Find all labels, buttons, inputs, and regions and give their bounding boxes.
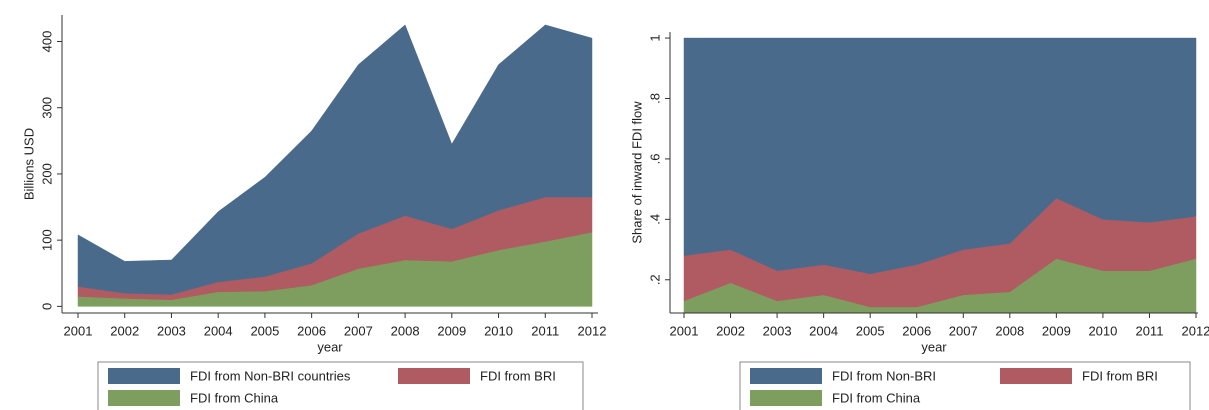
- x-tick-label: 2001: [670, 323, 699, 338]
- x-tick-label: 2007: [344, 323, 373, 338]
- y-tick-label: 300: [39, 97, 54, 119]
- x-tick-label: 2009: [1042, 323, 1071, 338]
- y-tick-label: 200: [39, 163, 54, 185]
- x-tick-label: 2009: [437, 323, 466, 338]
- y-tick-label: 100: [39, 229, 54, 251]
- y-tick-label: 1: [647, 34, 662, 41]
- x-tick-label: 2011: [1135, 323, 1163, 338]
- x-tick-label: 2003: [763, 323, 792, 338]
- x-tick-label: 2010: [484, 323, 513, 338]
- y-tick-label: .6: [647, 153, 662, 164]
- x-tick-label: 2012: [1182, 323, 1209, 338]
- legend-label: FDI from China: [832, 390, 921, 405]
- x-tick-label: 2002: [110, 323, 139, 338]
- x-tick-label: 2005: [856, 323, 885, 338]
- legend-swatch: [750, 368, 822, 384]
- x-tick-label: 2005: [250, 323, 279, 338]
- y-axis-title: Billions USD: [21, 128, 36, 200]
- x-tick-label: 2012: [578, 323, 607, 338]
- legend-swatch: [1000, 368, 1072, 384]
- x-tick-label: 2008: [995, 323, 1024, 338]
- legend-label: FDI from Non-BRI: [832, 368, 936, 383]
- y-tick-label: 0: [39, 303, 54, 310]
- legend-label: FDI from BRI: [1082, 368, 1158, 383]
- area: [77, 24, 593, 295]
- x-tick-label: 2004: [809, 323, 838, 338]
- x-axis-title: year: [921, 339, 947, 354]
- legend-label: FDI from Non-BRI countries: [190, 368, 351, 383]
- x-tick-label: 2001: [64, 323, 93, 338]
- legend-label: FDI from BRI: [480, 368, 556, 383]
- legend-swatch: [398, 368, 470, 384]
- legend-swatch: [108, 368, 180, 384]
- y-tick-label: .4: [647, 214, 662, 225]
- area: [683, 37, 1197, 274]
- x-tick-label: 2002: [716, 323, 745, 338]
- x-tick-label: 2003: [157, 323, 186, 338]
- x-tick-label: 2006: [297, 323, 326, 338]
- y-axis-title: Share of inward FDI flow: [629, 101, 644, 244]
- legend-swatch: [750, 390, 822, 406]
- y-tick-label: 400: [39, 31, 54, 53]
- x-axis-title: year: [317, 339, 343, 354]
- x-tick-label: 2007: [949, 323, 978, 338]
- y-tick-label: .8: [647, 93, 662, 104]
- y-tick-label: .2: [647, 274, 662, 285]
- x-tick-label: 2004: [204, 323, 233, 338]
- legend-label: FDI from China: [190, 390, 279, 405]
- x-tick-label: 2006: [902, 323, 931, 338]
- x-tick-label: 2008: [391, 323, 420, 338]
- legend-swatch: [108, 390, 180, 406]
- x-tick-label: 2010: [1088, 323, 1117, 338]
- x-tick-label: 2011: [531, 323, 559, 338]
